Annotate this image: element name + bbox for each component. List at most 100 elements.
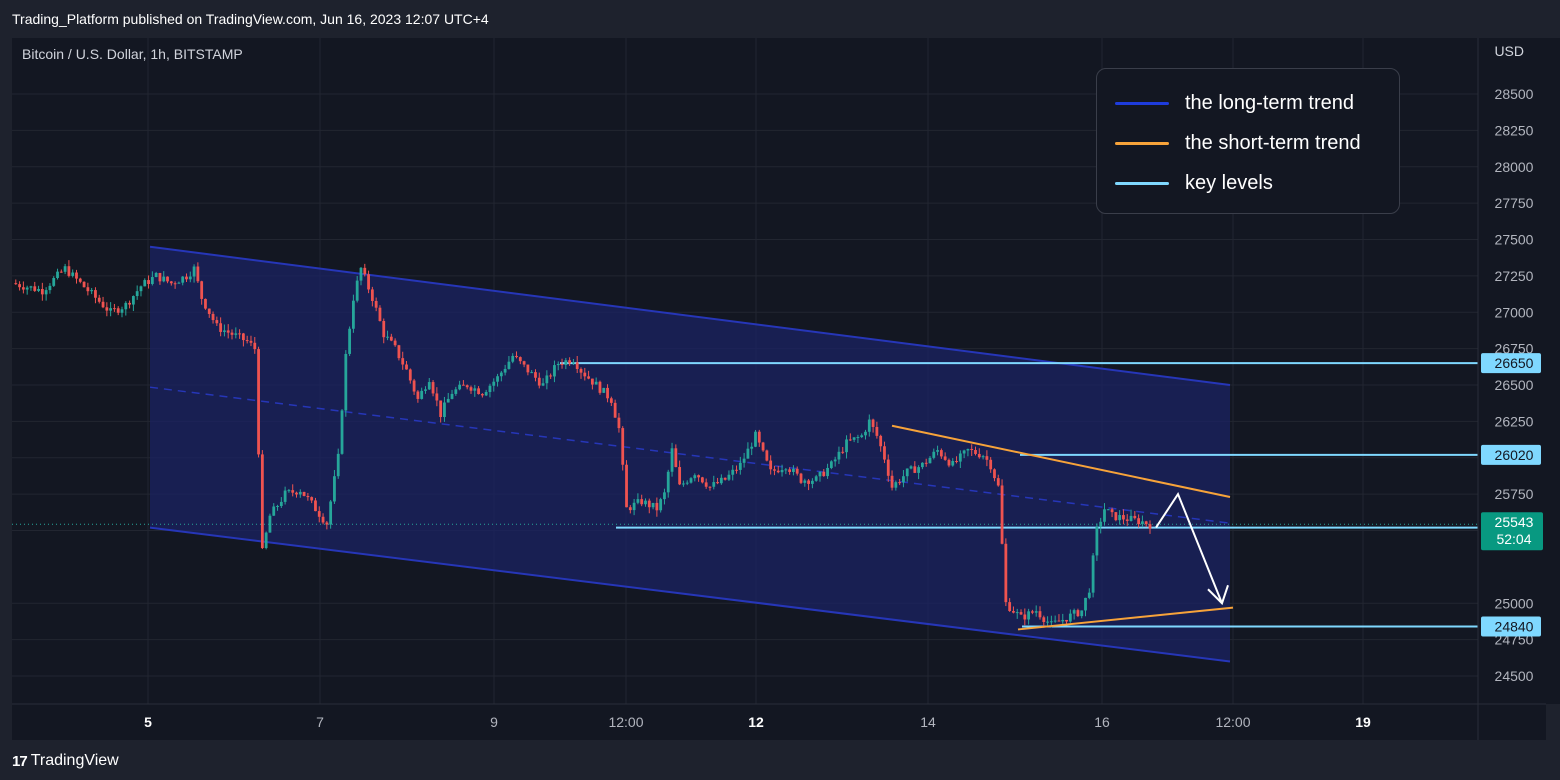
legend-label: key levels — [1185, 171, 1273, 194]
candle-body — [310, 497, 314, 501]
time-tick-label: 12:00 — [608, 714, 643, 730]
candle-body — [818, 471, 822, 477]
candle-body — [420, 390, 424, 399]
candle-body — [697, 475, 700, 478]
candle-body — [268, 515, 272, 533]
candle-body — [902, 476, 905, 483]
candle-body — [826, 467, 829, 477]
candle-body — [14, 283, 18, 285]
candle-body — [526, 364, 530, 373]
candle-body — [378, 307, 382, 321]
candle-body — [306, 495, 310, 498]
time-tick-label: 16 — [1094, 714, 1110, 730]
candle-body — [810, 480, 814, 484]
tradingview-logo-icon: 17 — [12, 752, 28, 770]
candle-body — [94, 290, 97, 298]
candle-body — [241, 333, 245, 341]
tradingview-logo[interactable]: 17 TradingView — [12, 752, 119, 770]
candle-body — [230, 332, 234, 335]
candle-body — [890, 475, 894, 488]
candle-body — [207, 308, 211, 314]
candle-body — [359, 267, 363, 281]
candle-body — [788, 469, 792, 472]
candle-body — [298, 491, 302, 495]
legend-swatch-key-levels — [1115, 181, 1169, 185]
candle-body — [401, 358, 405, 365]
candle-body — [867, 419, 871, 432]
candle-body — [879, 435, 883, 447]
key-level-badge — [1481, 444, 1541, 465]
candle-body — [408, 369, 412, 381]
candle-body — [966, 448, 970, 451]
candle-body — [833, 459, 837, 462]
candle-body — [71, 272, 75, 276]
candle-body — [590, 378, 594, 385]
candle-body — [909, 466, 913, 469]
candle-body — [1072, 610, 1076, 614]
candle-body — [799, 473, 803, 483]
candle-body — [1080, 610, 1084, 617]
candle-body — [344, 353, 348, 411]
projection-path — [1155, 491, 1223, 604]
candle-body — [856, 437, 860, 439]
candle-body — [674, 448, 678, 468]
candle-body — [1053, 620, 1057, 622]
footer-bar: 17 TradingView — [0, 740, 1560, 780]
candle-body — [727, 474, 731, 480]
candle-body — [852, 437, 856, 440]
symbol-title: Bitcoin / U.S. Dollar, 1h, BITSTAMP — [22, 46, 243, 62]
candle-body — [97, 297, 101, 302]
time-tick-label: 12:00 — [1215, 714, 1250, 730]
candle-body — [223, 330, 226, 332]
candle-body — [553, 365, 556, 377]
candle-body — [386, 336, 389, 338]
candle-body — [647, 500, 651, 508]
candle-body — [374, 300, 378, 308]
price-tick-label: 26500 — [1495, 377, 1534, 393]
legend-item-key-levels: key levels — [1115, 171, 1273, 195]
candle-body — [666, 471, 670, 493]
candle-body — [204, 298, 207, 309]
candle-body — [238, 333, 241, 335]
candles — [14, 260, 1152, 628]
candle-body — [1110, 509, 1114, 513]
candle-body — [1122, 515, 1125, 520]
candle-body — [731, 469, 735, 475]
candle-body — [663, 492, 666, 500]
short-term-trend-upper — [891, 424, 1231, 499]
candle-body — [829, 461, 833, 468]
time-tick-label: 7 — [316, 714, 324, 730]
price-tick-label: 26750 — [1495, 341, 1534, 357]
key-level-badge-label: 26020 — [1495, 447, 1534, 463]
legend-swatch-short-term — [1115, 141, 1169, 145]
candle-body — [272, 506, 276, 516]
price-tick-label: 25000 — [1495, 595, 1534, 611]
candle-body — [196, 266, 200, 282]
legend-item-long-term: the long-term trend — [1115, 91, 1354, 115]
candle-body — [598, 381, 602, 393]
candle-body — [898, 482, 902, 484]
candle-body — [803, 480, 807, 483]
candle-body — [480, 394, 484, 396]
candle-body — [841, 451, 845, 453]
candle-body — [139, 286, 143, 292]
candle-body — [446, 398, 450, 403]
candle-body — [473, 388, 477, 391]
candle-body — [431, 382, 435, 394]
candle-body — [283, 490, 287, 502]
candle-body — [1084, 597, 1087, 611]
candle-body — [564, 360, 568, 365]
price-tick-label: 27500 — [1495, 232, 1534, 248]
candle-body — [169, 281, 173, 284]
candle-body — [279, 501, 283, 507]
price-tick-label: 28250 — [1495, 122, 1534, 138]
candle-body — [1019, 612, 1023, 615]
current-price-badge — [1481, 512, 1543, 551]
candle-body — [435, 393, 439, 401]
candle-body — [568, 360, 572, 364]
candle-body — [109, 308, 113, 311]
candle-body — [609, 398, 613, 403]
publish-info: Trading_Platform published on TradingVie… — [12, 11, 489, 27]
candle-body — [814, 476, 818, 481]
